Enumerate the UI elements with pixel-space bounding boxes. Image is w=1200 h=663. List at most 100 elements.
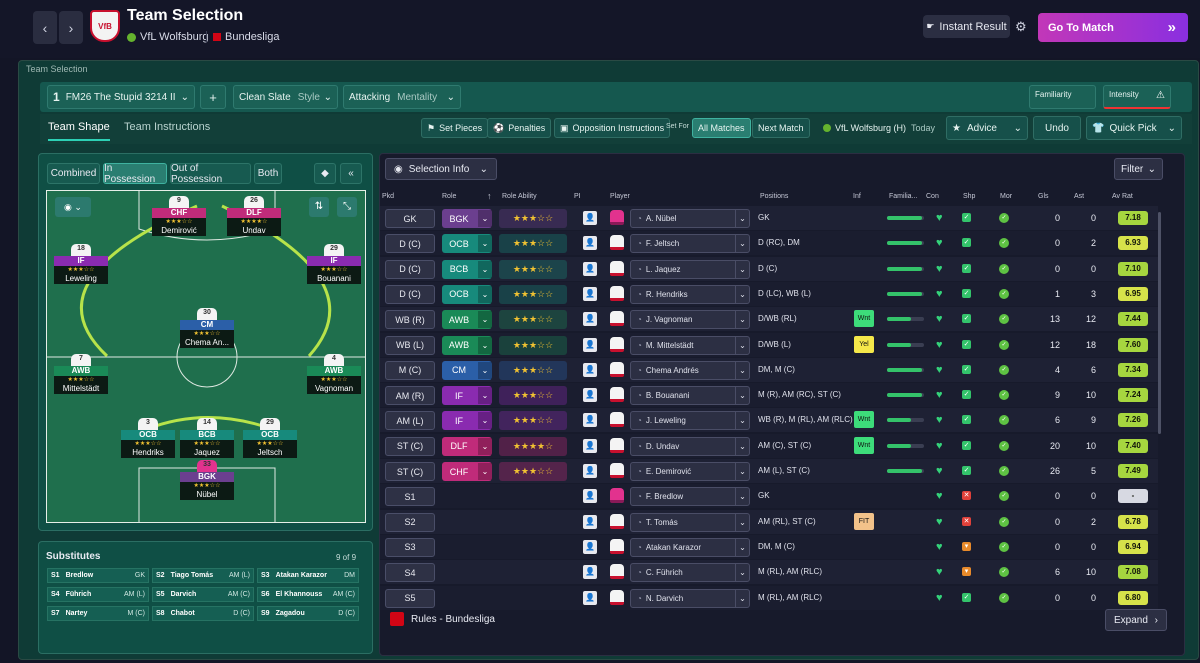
intensity-meter[interactable]: Intensity ⚠ xyxy=(1103,85,1171,109)
player-selector[interactable]: ◔ E. Demirović ⌄ xyxy=(630,462,750,481)
opponent-label[interactable]: VfL Wolfsburg xyxy=(127,31,208,43)
column-header[interactable]: Pkd xyxy=(382,193,395,200)
picked-position[interactable]: D (C) xyxy=(385,234,435,254)
role-selector[interactable]: OCB ⌄ xyxy=(442,234,492,254)
player-instructions-icon[interactable]: 👤 xyxy=(583,413,597,428)
picked-position[interactable]: D (C) xyxy=(385,259,435,279)
tab-team-instructions[interactable]: Team Instructions xyxy=(124,121,211,133)
column-header[interactable]: Inf xyxy=(853,193,861,200)
back-button[interactable]: ‹ xyxy=(33,11,57,44)
pitch-player[interactable]: 30 CM ★★★☆☆ Chema An... xyxy=(178,308,236,348)
table-row[interactable]: D (C) BCB ⌄ ★★★☆☆ 👤 ◔ L. Jaquez ⌄ D (C) ♥ ✓ ✓ 0 0 7.10 xyxy=(380,256,1158,281)
picked-position[interactable]: ST (C) xyxy=(385,462,435,481)
picked-position[interactable]: S5 xyxy=(385,588,435,608)
player-selector[interactable]: ◔ A. Nübel ⌄ xyxy=(630,209,750,228)
player-selector[interactable]: ◔ C. Führich ⌄ xyxy=(630,563,750,583)
column-header[interactable]: Player xyxy=(610,193,630,200)
pitch-player[interactable]: 9 CHF ★★★☆☆ Demirović xyxy=(150,196,208,236)
player-selector[interactable]: ◔ Atakan Karazor ⌄ xyxy=(630,537,750,557)
pitch-player[interactable]: 29 IF ★★★☆☆ Bouanani xyxy=(305,244,363,284)
picked-position[interactable]: D (C) xyxy=(385,284,435,304)
table-row[interactable]: M (C) CM ⌄ ★★★☆☆ 👤 ◔ Chema Andrés ⌄ DM, M (C) ♥ ✓ ✓… xyxy=(380,357,1158,382)
substitute-item[interactable]: S1 Bredlow GK xyxy=(47,568,149,583)
column-header[interactable]: PI xyxy=(574,193,581,200)
column-header[interactable]: Mor xyxy=(1000,193,1013,200)
player-instructions-icon[interactable]: 👤 xyxy=(583,362,597,377)
picked-position[interactable]: S4 xyxy=(385,563,435,583)
substitute-item[interactable]: S7 Nartey M (C) xyxy=(47,606,149,621)
style-selector[interactable]: Clean Slate Style ⌄ xyxy=(233,85,338,109)
substitute-item[interactable]: S6 El Khannouss AM (C) xyxy=(257,587,359,602)
collapse-icon[interactable]: « xyxy=(340,163,362,184)
pitch-player[interactable]: 33 BGK ★★★☆☆ Nübel xyxy=(178,460,236,500)
shape-options-icon[interactable]: ◆ xyxy=(314,163,336,184)
table-row[interactable]: D (C) OCB ⌄ ★★★☆☆ 👤 ◔ F. Jeltsch ⌄ D (RC), DM ♥ ✓ ✓… xyxy=(380,231,1158,256)
player-instructions-icon[interactable]: 👤 xyxy=(583,489,597,504)
player-instructions-icon[interactable]: 👤 xyxy=(583,464,597,478)
filter-dropdown[interactable]: Filter ⌄ xyxy=(1114,158,1163,180)
add-tactic-button[interactable]: + xyxy=(200,85,226,109)
pitch-player[interactable]: 26 DLF ★★★★☆ Undav xyxy=(225,196,283,236)
table-row[interactable]: S3 👤 ◔ Atakan Karazor ⌄ DM, M (C) ♥ ▾ ✓ 0 0 6.94 xyxy=(380,534,1158,559)
player-selector[interactable]: ◔ F. Bredlow ⌄ xyxy=(630,487,750,507)
player-instructions-icon[interactable]: 👤 xyxy=(583,539,597,554)
go-to-match-button[interactable]: Go To Match » xyxy=(1038,13,1188,42)
column-header[interactable]: Role xyxy=(442,193,457,200)
phase-tab-both[interactable]: Both xyxy=(254,163,282,184)
table-row[interactable]: S5 👤 ◔ N. Darvich ⌄ M (RL), AM (RLC) ♥ ✓ ✓ 0 0 6.80 xyxy=(380,585,1158,610)
penalties-button[interactable]: ⚽ Penalties xyxy=(487,118,552,138)
phase-tab-combined[interactable]: Combined xyxy=(47,163,100,184)
table-row[interactable]: AM (R) IF ⌄ ★★★☆☆ 👤 ◔ B. Bouanani ⌄ M (R), AM (R… xyxy=(380,383,1158,408)
table-row[interactable]: AM (L) IF ⌄ ★★★☆☆ 👤 ◔ J. Leweling ⌄ WB (R), M (R… xyxy=(380,408,1158,433)
player-instructions-icon[interactable]: 👤 xyxy=(583,388,597,403)
column-header[interactable]: Shp xyxy=(963,193,976,200)
instant-result-button[interactable]: ☛ Instant Result xyxy=(923,15,1010,38)
table-row[interactable]: GK BGK ⌄ ★★★☆☆ 👤 ◔ A. Nübel ⌄ GK ♥ ✓ ✓ 0 0 7.18 xyxy=(380,206,1158,230)
player-selector[interactable]: ◔ B. Bouanani ⌄ xyxy=(630,386,750,406)
picked-position[interactable]: S2 xyxy=(385,512,435,532)
rules-link[interactable]: Rules - Bundesliga xyxy=(411,614,495,625)
picked-position[interactable]: GK xyxy=(385,209,435,228)
column-header[interactable]: Av Rat xyxy=(1112,193,1133,200)
pitch-player[interactable]: 4 AWB ★★★☆☆ Vagnoman xyxy=(305,354,363,394)
tab-team-shape[interactable]: Team Shape xyxy=(48,121,110,141)
player-instructions-icon[interactable]: 👤 xyxy=(583,286,597,301)
player-selector[interactable]: ◔ J. Leweling ⌄ xyxy=(630,411,750,431)
player-selector[interactable]: ◔ R. Hendriks ⌄ xyxy=(630,284,750,304)
substitute-item[interactable]: S5 Darvich AM (C) xyxy=(152,587,254,602)
column-header[interactable]: Positions xyxy=(760,193,789,200)
expand-button[interactable]: Expand › xyxy=(1105,609,1167,631)
all-matches-toggle[interactable]: All Matches xyxy=(692,118,751,138)
role-selector[interactable]: OCB ⌄ xyxy=(442,284,492,304)
player-selector[interactable]: ◔ J. Vagnoman ⌄ xyxy=(630,310,750,330)
player-selector[interactable]: ◔ L. Jaquez ⌄ xyxy=(630,259,750,279)
player-selector[interactable]: ◔ N. Darvich ⌄ xyxy=(630,588,750,608)
settings-sliders-icon[interactable]: ⇅ xyxy=(309,197,329,217)
picked-position[interactable]: WB (R) xyxy=(385,310,435,330)
settings-gear-icon[interactable]: ⚙ xyxy=(1015,19,1027,34)
table-row[interactable]: S1 👤 ◔ F. Bredlow ⌄ GK ♥ ✕ ✓ 0 0 - xyxy=(380,484,1158,509)
player-instructions-icon[interactable]: 👤 xyxy=(583,590,597,605)
undo-button[interactable]: Undo xyxy=(1033,116,1081,140)
column-header[interactable]: Role Ability xyxy=(502,193,537,200)
table-row[interactable]: WB (R) AWB ⌄ ★★★☆☆ 👤 ◔ J. Vagnoman ⌄ D/WB (RL) Wn… xyxy=(380,307,1158,332)
role-selector[interactable]: IF ⌄ xyxy=(442,411,492,431)
column-header[interactable]: Gls xyxy=(1038,193,1049,200)
phase-tab-in-possession[interactable]: In Possession xyxy=(103,163,167,185)
player-instructions-icon[interactable]: 👤 xyxy=(583,438,597,453)
phase-tab-out-of-possession[interactable]: Out of Possession xyxy=(170,163,251,185)
pitch-player[interactable]: 29 OCB ★★★☆☆ Jeltsch xyxy=(241,418,299,458)
picked-position[interactable]: ST (C) xyxy=(385,436,435,456)
substitute-item[interactable]: S9 Zagadou D (C) xyxy=(257,606,359,621)
table-row[interactable]: S2 👤 ◔ T. Tomás ⌄ AM (RL), ST (C) FIT ♥ ✕ ✓ 0 2 6.78 xyxy=(380,509,1158,534)
player-instructions-icon[interactable]: 👤 xyxy=(583,261,597,276)
column-header[interactable]: Con xyxy=(926,193,939,200)
table-row[interactable]: S4 👤 ◔ C. Führich ⌄ M (RL), AM (RLC) ♥ ▾ ✓ 6 10 7.0… xyxy=(380,560,1158,585)
picked-position[interactable]: S1 xyxy=(385,487,435,507)
column-header[interactable]: Familia... xyxy=(889,193,918,200)
role-selector[interactable]: DLF ⌄ xyxy=(442,436,492,456)
substitute-item[interactable]: S4 Führich AM (L) xyxy=(47,587,149,602)
expand-arrows-icon[interactable]: ⤡ xyxy=(337,197,357,217)
quick-pick-button[interactable]: 👕 Quick Pick ⌄ xyxy=(1086,116,1182,140)
player-selector[interactable]: ◔ Chema Andrés ⌄ xyxy=(630,360,750,380)
